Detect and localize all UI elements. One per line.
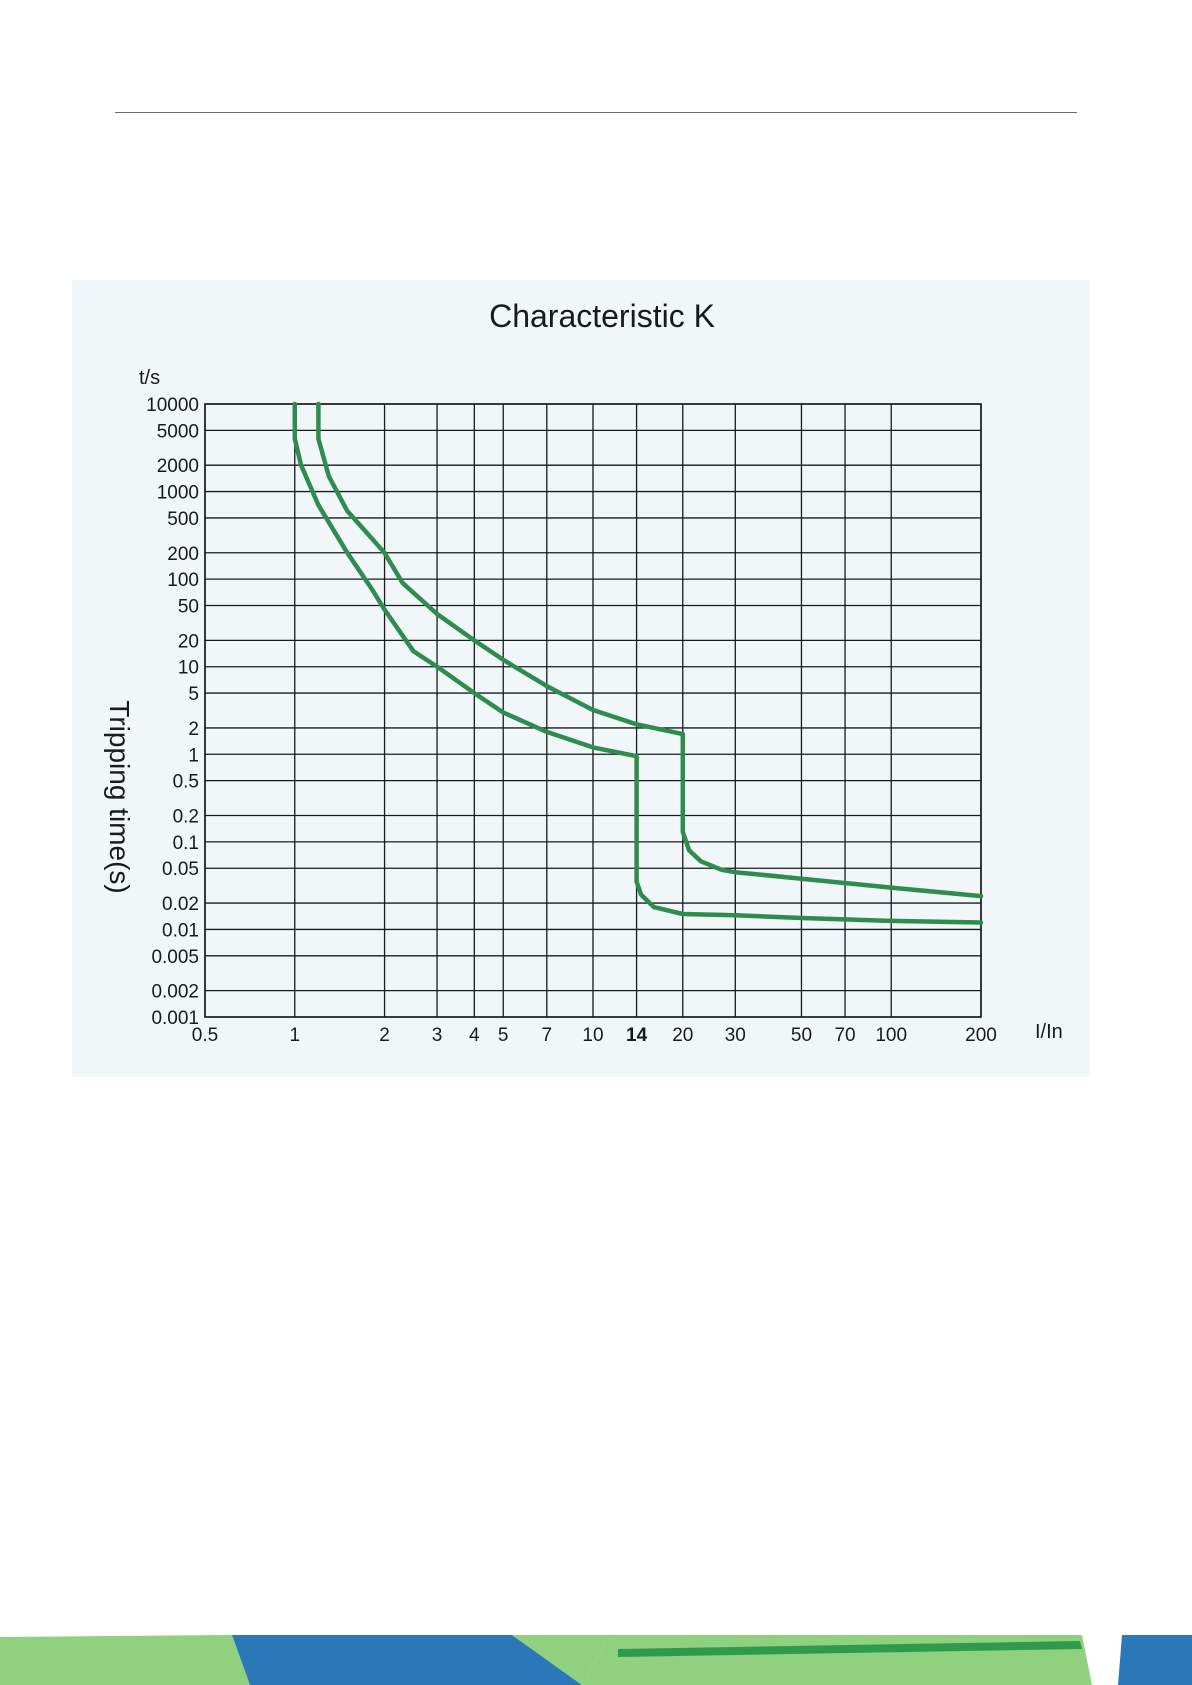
y-tick-label: 2000 — [157, 456, 199, 477]
chart-panel: Characteristic K t/s I/In Tripping time(… — [72, 280, 1090, 1077]
y-tick-label: 0.002 — [151, 982, 199, 1003]
x-tick-labels: 0.5 1 2 3 4 5 7 10 14 20 30 50 70 100 200 — [192, 1025, 997, 1046]
footer-green-shape-mid — [512, 1635, 610, 1685]
x-tick-label: 5 — [498, 1025, 509, 1046]
x-tick-label: 10 — [582, 1025, 603, 1046]
footer-blue-shape-right — [1118, 1635, 1192, 1685]
chart-title: Characteristic K — [489, 298, 715, 334]
footer-dark-green-strip — [618, 1641, 1082, 1657]
x-tick-label: 3 — [432, 1025, 443, 1046]
y-tick-label: 2 — [188, 719, 199, 740]
y-tick-labels: 0.001 0.002 0.005 0.01 0.02 0.05 0.1 0.2 0.5 1 2 5 1… — [146, 395, 199, 1029]
y-tick-label: 0.2 — [173, 806, 199, 827]
y-tick-label: 50 — [178, 597, 199, 618]
x-tick-label: 30 — [725, 1025, 746, 1046]
y-axis-label: Tripping time(s) — [104, 700, 135, 893]
x-tick-label: 2 — [379, 1025, 390, 1046]
x-tick-label: 7 — [542, 1025, 553, 1046]
y-tick-label: 1000 — [157, 483, 199, 504]
x-tick-label: 20 — [672, 1025, 693, 1046]
y-axis-unit: t/s — [139, 367, 160, 389]
x-axis-label: I/In — [1035, 1021, 1063, 1043]
footer-green-shape-left — [0, 1635, 250, 1685]
y-tick-label: 0.001 — [151, 1008, 199, 1029]
upper-limit-curve — [316, 401, 984, 899]
header-rule — [115, 112, 1077, 113]
x-tick-label: 50 — [791, 1025, 812, 1046]
y-tick-label: 5000 — [157, 421, 199, 442]
y-tick-label: 100 — [167, 570, 199, 591]
x-tick-label: 0.5 — [192, 1025, 218, 1046]
x-tick-label: 100 — [875, 1025, 907, 1046]
y-tick-label: 0.5 — [173, 772, 199, 793]
x-tick-label: 200 — [965, 1025, 997, 1046]
x-tick-label: 70 — [834, 1025, 855, 1046]
y-tick-label: 1 — [188, 745, 199, 766]
tripping-characteristic-chart: Characteristic K t/s I/In Tripping time(… — [104, 298, 1063, 1046]
y-tick-label: 0.05 — [162, 859, 199, 880]
y-tick-label: 200 — [167, 544, 199, 565]
x-tick-label: 4 — [469, 1025, 480, 1046]
y-tick-label: 0.005 — [151, 947, 199, 968]
lower-limit-curve — [292, 401, 984, 925]
y-tick-label: 0.01 — [162, 920, 199, 941]
curves — [292, 401, 984, 925]
y-tick-label: 10000 — [146, 395, 199, 416]
y-tick-label: 0.1 — [173, 833, 199, 854]
footer-decoration — [0, 1635, 1192, 1685]
y-tick-label: 0.02 — [162, 894, 199, 915]
y-tick-label: 500 — [167, 509, 199, 530]
y-tick-label: 10 — [178, 658, 199, 679]
y-tick-label: 20 — [178, 631, 199, 652]
x-tick-label: 1 — [289, 1025, 300, 1046]
y-tick-label: 5 — [188, 684, 199, 705]
footer-blue-shape-center — [232, 1635, 582, 1685]
x-tick-label: 14 — [626, 1025, 648, 1046]
